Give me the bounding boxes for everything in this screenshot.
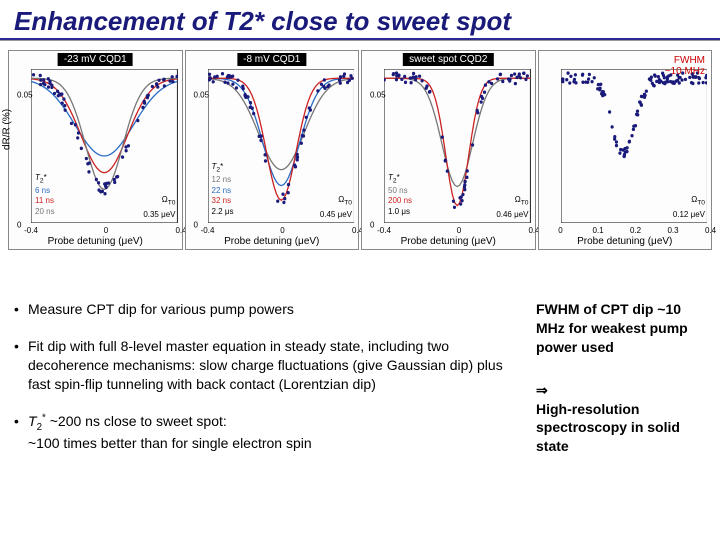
legend-item: 200 ns bbox=[388, 196, 412, 206]
panel-label: sweet spot CQD2 bbox=[403, 53, 493, 66]
y-tick: 0.05 bbox=[17, 91, 33, 100]
omega-value: 0.46 μeV bbox=[496, 210, 528, 219]
x-tick: 0.3 bbox=[667, 226, 678, 235]
y-tick: 0 bbox=[194, 221, 198, 230]
arrow-icon: ⇒ bbox=[536, 382, 548, 398]
x-tick: 0 bbox=[558, 226, 562, 235]
chart-panel-1: -8 mV CQD1Probe detuning (μeV)-0.400.400… bbox=[185, 50, 360, 250]
omega-value: 0.12 μeV bbox=[673, 210, 705, 219]
bullet-item: Measure CPT dip for various pump powers bbox=[14, 300, 516, 319]
legend-title: T2* bbox=[35, 173, 55, 186]
legend-item: 6 ns bbox=[35, 186, 55, 196]
x-tick: 0 bbox=[280, 226, 284, 235]
legend-item: 50 ns bbox=[388, 186, 412, 196]
x-tick: 0.2 bbox=[630, 226, 641, 235]
x-tick: -0.4 bbox=[201, 226, 215, 235]
bullet-item: Fit dip with full 8-level master equatio… bbox=[14, 337, 516, 394]
x-tick: 0 bbox=[457, 226, 461, 235]
x-tick: -0.4 bbox=[377, 226, 391, 235]
legend-item: 11 ns bbox=[35, 196, 55, 206]
x-axis-label: Probe detuning (μeV) bbox=[577, 236, 672, 247]
content-row: Measure CPT dip for various pump powers … bbox=[14, 300, 706, 471]
side-note-text: High-resolution spectroscopy in solid st… bbox=[536, 401, 680, 455]
omega-label: ΩT0 bbox=[691, 195, 705, 207]
chart-panel-0: -23 mV CQD1dR/R (%)Probe detuning (μeV)-… bbox=[8, 50, 183, 250]
x-tick: 0.1 bbox=[592, 226, 603, 235]
x-axis-label: Probe detuning (μeV) bbox=[224, 236, 319, 247]
title-underline bbox=[0, 38, 720, 41]
y-tick: 0 bbox=[17, 221, 21, 230]
plot-area bbox=[561, 69, 708, 223]
legend-item: 2.2 μs bbox=[212, 207, 234, 217]
legend-item: 32 ns bbox=[212, 196, 234, 206]
legend-title: T2* bbox=[388, 173, 412, 186]
x-tick: -0.4 bbox=[24, 226, 38, 235]
legend: T2*6 ns11 ns20 ns bbox=[35, 173, 55, 217]
charts-row: -23 mV CQD1dR/R (%)Probe detuning (μeV)-… bbox=[8, 50, 712, 250]
omega-value: 0.45 μeV bbox=[320, 210, 352, 219]
panel-label: -8 mV CQD1 bbox=[237, 53, 306, 66]
bullet-item: T2* ~200 ns close to sweet spot:~100 tim… bbox=[14, 412, 516, 454]
slide-title: Enhancement of T2* close to sweet spot bbox=[14, 6, 511, 37]
legend-item: 12 ns bbox=[212, 175, 234, 185]
legend-item: 22 ns bbox=[212, 186, 234, 196]
legend-item: 20 ns bbox=[35, 207, 55, 217]
x-tick: 0 bbox=[104, 226, 108, 235]
x-axis-label: Probe detuning (μeV) bbox=[401, 236, 496, 247]
fwhm-label: FWHM~10 MHz bbox=[665, 55, 705, 77]
bullet-text: T2* ~200 ns close to sweet spot:~100 tim… bbox=[28, 413, 312, 451]
legend-title: T2* bbox=[212, 162, 234, 175]
chart-panel-2: sweet spot CQD2Probe detuning (μeV)-0.40… bbox=[361, 50, 536, 250]
chart-panel-3: Probe detuning (μeV) 0 0.1 0.2 0.3 0.4 ΩT0 0.12… bbox=[538, 50, 713, 250]
legend-item: 1.0 μs bbox=[388, 207, 412, 217]
side-note-block2: ⇒ High-resolution spectroscopy in solid … bbox=[536, 381, 706, 457]
side-note-block1: FWHM of CPT dip ~10 MHz for weakest pump… bbox=[536, 300, 706, 357]
y-axis-label: dR/R (%) bbox=[2, 109, 13, 150]
y-tick: 0 bbox=[370, 221, 374, 230]
omega-label: ΩT0 bbox=[515, 195, 529, 207]
omega-label: ΩT0 bbox=[162, 195, 176, 207]
legend: T2*12 ns22 ns32 ns2.2 μs bbox=[212, 162, 234, 217]
omega-label: ΩT0 bbox=[338, 195, 352, 207]
side-note: FWHM of CPT dip ~10 MHz for weakest pump… bbox=[536, 300, 706, 471]
y-tick: 0.05 bbox=[194, 91, 210, 100]
x-axis-label: Probe detuning (μeV) bbox=[48, 236, 143, 247]
omega-value: 0.35 μeV bbox=[143, 210, 175, 219]
legend: T2*50 ns200 ns1.0 μs bbox=[388, 173, 412, 217]
y-tick: 0.05 bbox=[370, 91, 386, 100]
bullet-list: Measure CPT dip for various pump powers … bbox=[14, 300, 516, 471]
panel-label: -23 mV CQD1 bbox=[58, 53, 133, 66]
x-tick: 0.4 bbox=[705, 226, 716, 235]
